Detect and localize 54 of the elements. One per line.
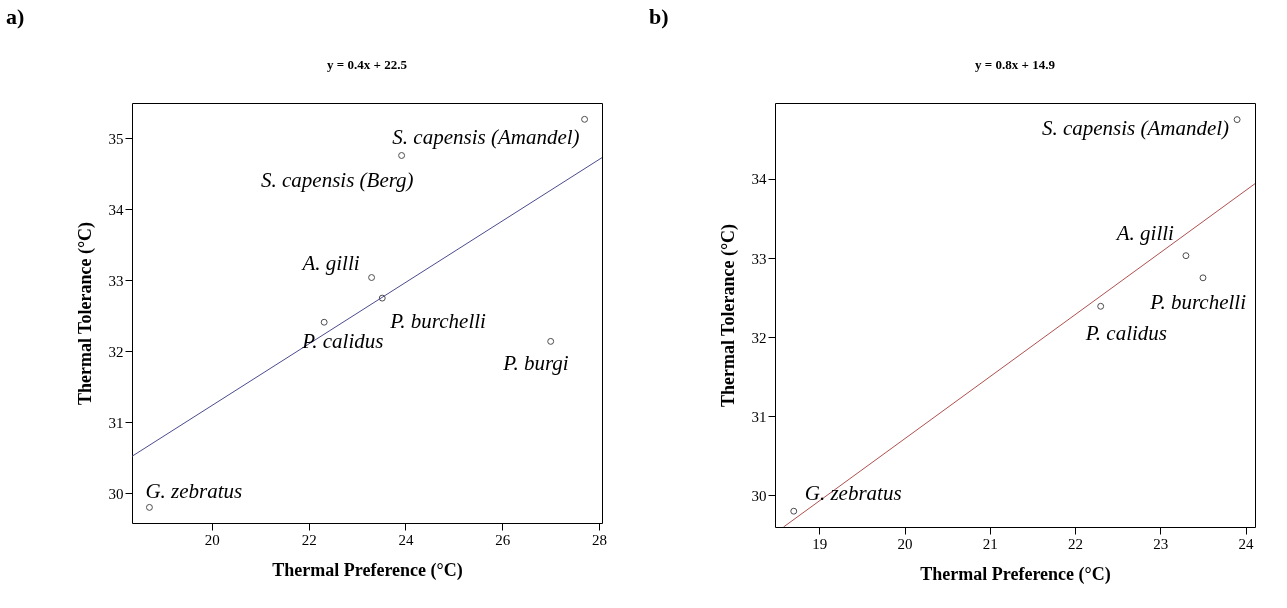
- annotation: P. burgi: [502, 351, 569, 376]
- x-tick-label: 24: [1238, 535, 1255, 552]
- annotation: P. burchelli: [389, 309, 487, 334]
- x-tick-label: 24: [398, 531, 414, 548]
- x-tick-label: 28: [592, 531, 608, 548]
- point: [1199, 274, 1207, 282]
- annotation: P. calidus: [1084, 321, 1167, 346]
- x-tick-label: 19: [812, 535, 828, 552]
- x-axis-title: Thermal Preference (°C): [920, 563, 1111, 585]
- y-tick-label: 33: [108, 272, 124, 289]
- point: [320, 318, 328, 326]
- annotation: G. zebratus: [804, 481, 902, 506]
- annotation: G. zebratus: [145, 479, 243, 504]
- annotation: P. burchelli: [1149, 289, 1247, 314]
- point: [398, 152, 406, 159]
- y-tick-label: 32: [108, 343, 124, 360]
- point: [368, 274, 376, 281]
- point: [378, 294, 386, 302]
- x-tick-label: 22: [1068, 535, 1084, 552]
- annotation: A. gilli: [1114, 220, 1175, 245]
- y-tick-label: 30: [108, 485, 124, 502]
- x-tick-label: 26: [495, 531, 511, 548]
- annotation: S. capensis (Amandel): [1041, 115, 1230, 140]
- text: y = 0.4x + 22.5: [327, 57, 408, 72]
- point: [581, 115, 589, 123]
- x-tick-label: 20: [204, 531, 220, 548]
- point: [1182, 252, 1190, 260]
- y-tick-label: 32: [751, 329, 767, 346]
- y-tick-label: 31: [751, 408, 767, 425]
- x-tick-label: 23: [1153, 535, 1169, 552]
- y-tick-label: 30: [751, 487, 767, 504]
- chart-title: b): [649, 4, 669, 29]
- y-tick-label: 34: [108, 201, 124, 218]
- point: [547, 337, 555, 345]
- x-tick-label: 22: [301, 531, 317, 548]
- point: [1233, 116, 1241, 124]
- point: [1097, 302, 1105, 310]
- annotation: P. calidus: [301, 329, 384, 354]
- annotation: S. capensis (Amandel): [392, 125, 580, 150]
- annotation: S. capensis (Berg): [261, 167, 414, 192]
- annotation: A. gilli: [300, 250, 360, 275]
- y-tick-label: 35: [108, 130, 124, 147]
- text: y = 0.8x + 14.9: [975, 57, 1056, 72]
- y-tick-label: 33: [751, 250, 767, 267]
- point: [790, 507, 798, 515]
- y-tick-label: 34: [751, 171, 767, 188]
- y-tick-label: 31: [108, 414, 124, 431]
- x-axis-title: Thermal Preference (°C): [272, 559, 463, 581]
- y-axis-title: Thermal Tolerance (°C): [74, 221, 96, 406]
- x-tick-label: 21: [982, 535, 998, 552]
- point: [145, 503, 153, 511]
- y-axis-title: Thermal Tolerance (°C): [717, 223, 739, 408]
- chart-title: a): [6, 4, 25, 29]
- x-tick-label: 20: [897, 535, 913, 552]
